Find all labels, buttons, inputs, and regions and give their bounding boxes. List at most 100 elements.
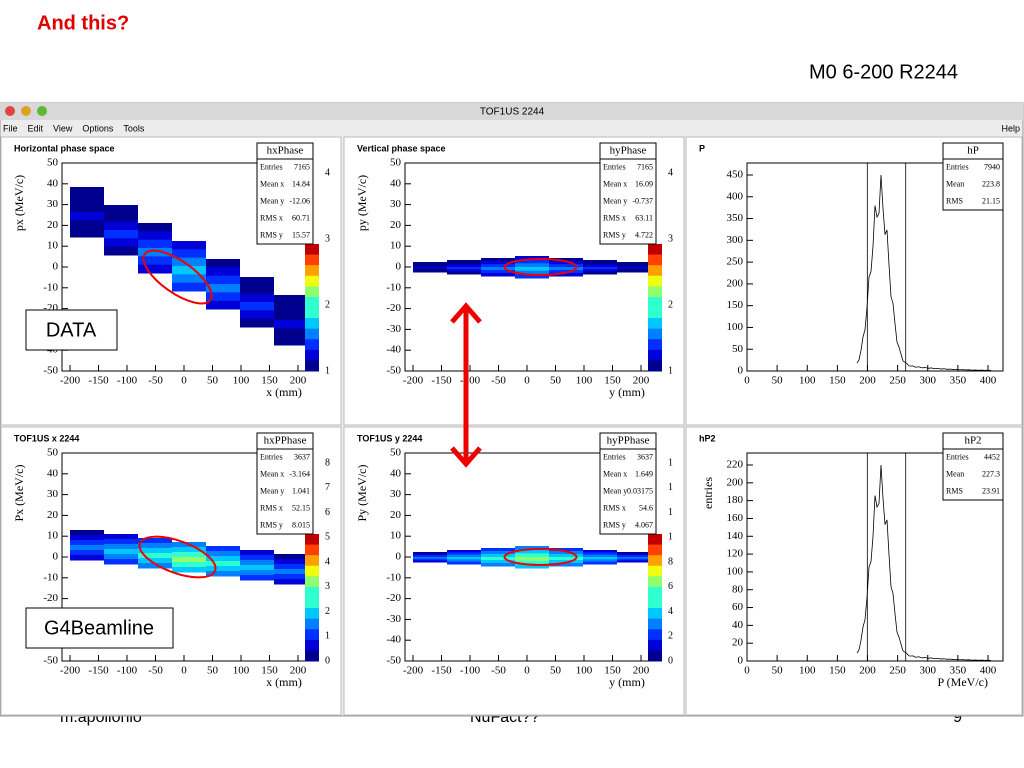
heat-cell <box>104 238 138 248</box>
palette-cell <box>648 296 662 308</box>
palette-label: 0 <box>325 655 330 666</box>
pad-title: Horizontal phase space <box>14 143 115 153</box>
heat-cell <box>104 213 138 223</box>
close-button[interactable] <box>5 106 15 116</box>
x-tick-label: 150 <box>604 375 621 387</box>
heat-cell <box>617 265 651 268</box>
y-tick-label: 50 <box>732 343 744 355</box>
heat-cell <box>240 575 274 581</box>
heat-cell <box>515 256 549 261</box>
x-tick-label: 250 <box>889 375 906 387</box>
heat-cell <box>447 260 481 263</box>
heat-cell <box>138 538 172 544</box>
heat-cell <box>583 271 617 275</box>
x-tick-label: 150 <box>261 375 278 387</box>
y-tick-label: -40 <box>386 634 401 646</box>
stats-name: Entries <box>260 162 283 171</box>
palette-cell <box>305 296 319 308</box>
heat-cell <box>447 267 481 270</box>
stats-value: 3637 <box>637 452 653 461</box>
heat-cell <box>70 555 104 561</box>
palette-cell <box>648 307 662 319</box>
heat-cell <box>617 557 651 560</box>
y-tick-label: 30 <box>47 198 59 210</box>
heat-cell <box>70 545 104 551</box>
heat-cell <box>481 554 515 558</box>
heat-cell <box>138 553 172 559</box>
heat-cell <box>413 262 447 265</box>
palette-cell <box>648 618 662 630</box>
y-tick-label: 100 <box>727 565 744 577</box>
palette-label: 6 <box>325 507 330 518</box>
y-tick-label: 180 <box>727 494 744 506</box>
x-tick-label: 350 <box>950 375 967 387</box>
stats-name: Entries <box>260 452 283 461</box>
heat-cell <box>172 552 206 558</box>
stats-title: hP <box>967 145 979 157</box>
palette-cell <box>305 328 319 340</box>
y-axis-label: px (MeV/c) <box>12 175 26 231</box>
stats-value: 21.15 <box>982 196 1000 205</box>
heat-cell <box>481 273 515 277</box>
heat-cell <box>274 311 308 321</box>
stats-name: RMS y <box>260 520 283 529</box>
heat-cell <box>515 564 549 569</box>
x-tick-label: 50 <box>550 375 562 387</box>
menu-item[interactable]: Edit <box>28 123 44 133</box>
menu-item[interactable]: View <box>53 123 73 133</box>
stats-title: hxPhase <box>267 145 304 157</box>
x-tick-label: 200 <box>633 665 650 677</box>
y-tick-label: 0 <box>396 261 402 273</box>
x-tick-label: 100 <box>576 375 593 387</box>
heat-cell <box>617 558 651 561</box>
heat-cell <box>274 559 308 565</box>
stats-box <box>942 142 1004 211</box>
heat-cell <box>583 260 617 263</box>
y-tick-label: 0 <box>738 655 744 667</box>
menu-item[interactable]: File <box>3 123 18 133</box>
x-tick-label: 0 <box>524 375 530 387</box>
stats-name: Mean y <box>603 486 627 495</box>
stats-box <box>599 142 657 245</box>
x-tick-label: 0 <box>744 375 750 387</box>
y-axis-label: entries <box>701 477 715 509</box>
y-tick-label: 200 <box>727 277 744 289</box>
palette-cell <box>648 534 662 546</box>
pad-title: Vertical phase space <box>357 143 446 153</box>
menu-item[interactable]: Options <box>82 123 114 133</box>
y-tick-label: 160 <box>727 512 744 524</box>
heat-cell <box>515 560 549 565</box>
heat-cell <box>70 220 104 230</box>
y-tick-label: 0 <box>396 551 402 563</box>
x-tick-label: 50 <box>550 665 562 677</box>
heat-cell <box>515 274 549 279</box>
heat-cell <box>583 557 617 560</box>
heat-cell <box>104 544 138 550</box>
y-tick-label: 250 <box>727 256 744 268</box>
heat-cell <box>447 262 481 266</box>
x-tick-label: 0 <box>181 665 187 677</box>
y-tick-label: 0 <box>53 551 59 563</box>
y-tick-label: -50 <box>386 365 401 377</box>
heat-cell <box>583 264 617 268</box>
heat-cell <box>104 559 138 565</box>
y-tick-label: 10 <box>390 530 402 542</box>
heat-cell <box>240 318 274 328</box>
heat-cell <box>104 554 138 560</box>
zoom-button[interactable] <box>37 106 47 116</box>
heat-cell <box>481 551 515 555</box>
title-bar <box>0 103 1023 120</box>
sim-label: G4Beamline <box>44 617 154 639</box>
y-tick-label: -10 <box>43 571 58 583</box>
heat-cell <box>240 560 274 566</box>
heat-cell <box>206 300 240 310</box>
palette-cell <box>305 534 319 546</box>
heat-cell <box>413 270 447 273</box>
y-tick-label: 10 <box>390 240 402 252</box>
menu-help[interactable]: Help <box>1001 123 1020 133</box>
x-tick-label: -200 <box>403 665 424 677</box>
menu-item[interactable]: Tools <box>123 123 145 133</box>
y-tick-label: -20 <box>386 302 401 314</box>
minimize-button[interactable] <box>21 106 31 116</box>
palette-cell <box>305 576 319 588</box>
